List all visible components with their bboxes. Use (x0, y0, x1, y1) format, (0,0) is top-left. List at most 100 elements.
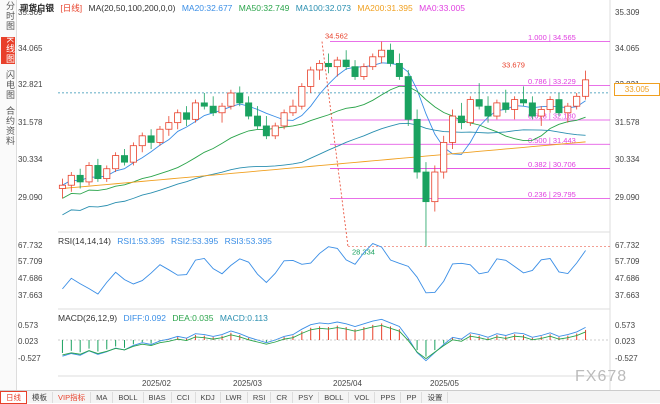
candle-body (564, 105, 572, 114)
toolbar-tab-6[interactable]: CCI (172, 391, 196, 403)
toolbar-tab-10[interactable]: CR (271, 391, 294, 403)
candle-body (378, 49, 386, 58)
period-label[interactable]: [日线] (60, 3, 83, 13)
left-sidebar: 分时图 K线图闪电图合约资料 (0, 0, 17, 390)
fib-label: 0.500 | 31.443 (528, 136, 576, 145)
toolbar-tab-16[interactable]: 设置 (422, 391, 449, 403)
candle-body (316, 62, 324, 71)
ma-settings-label[interactable]: MA(20,50,100,200,0,0) (88, 3, 176, 13)
toolbar-tab-7[interactable]: KDJ (196, 391, 221, 403)
candle-body (546, 99, 554, 110)
rsi-tick-l: 67.732 (18, 241, 43, 250)
candle-body (324, 62, 332, 68)
rsi-tick-l: 57.709 (18, 257, 43, 266)
price-tick-l: 29.090 (18, 193, 43, 202)
date-tick: 2025/03 (233, 379, 262, 388)
candle-body (502, 102, 510, 110)
ma100-value: MA100:32.073 (295, 3, 352, 13)
toolbar-tab-3[interactable]: MA (91, 391, 114, 403)
rsi-tick-l: 47.686 (18, 274, 43, 283)
ma0-value: MA0:33.005 (419, 3, 465, 13)
main-legend: 现货白银 [日线] MA(20,50,100,200,0,0) MA20:32.… (20, 2, 469, 14)
candle-body (103, 168, 111, 180)
last-high-annotation: 33.679 (502, 61, 525, 70)
macd-tick-l: 0.573 (18, 321, 39, 330)
rsi-label: RSI(14,14,14) (58, 236, 111, 246)
candle-body (218, 105, 226, 114)
ma20-line (62, 62, 586, 186)
fib-label: 0.382 | 30.706 (528, 160, 576, 169)
candle-body (342, 59, 350, 68)
fib-label: 0.618 | 32.180 (528, 112, 576, 121)
candle-body (58, 184, 66, 189)
candle-body (236, 92, 244, 104)
toolbar-tab-8[interactable]: LWR (221, 391, 248, 403)
candle-body (573, 95, 581, 107)
dea-value: DEA:0.035 (172, 313, 214, 323)
candle-body (333, 59, 341, 68)
toolbar-tab-5[interactable]: BIAS (144, 391, 172, 403)
candle-body (227, 92, 235, 107)
macd-legend: MACD(26,12,9) DIFF:0.092 DEA:0.035 MACD:… (58, 313, 272, 323)
candle-body (555, 99, 563, 114)
candle-body (519, 99, 528, 104)
price-tick-r: 29.090 (615, 193, 640, 202)
price-tick-l: 32.821 (18, 80, 43, 89)
sidebar-tab-0[interactable]: 分时图 (5, 1, 15, 31)
candle-body (191, 102, 199, 120)
date-tick: 2025/05 (430, 379, 459, 388)
candle-body (147, 135, 155, 143)
candle-body (94, 165, 102, 180)
candle-body (475, 99, 483, 107)
toolbar-tab-14[interactable]: PPS (375, 391, 402, 403)
rsi3-value: RSI3:53.395 (224, 236, 272, 246)
indicator-toolbar: 日线 模板 VIP指标 MA BOLL BIAS CCI KDJ LWR RSI CR PSY BOLL… (0, 390, 660, 404)
candle-body (289, 105, 297, 114)
candle-body (183, 112, 191, 120)
macd-tick-r: 0.023 (615, 337, 636, 346)
candle-body (271, 125, 279, 137)
rsi-tick-r: 47.686 (615, 274, 640, 283)
candle-body (422, 171, 430, 203)
ma200-value: MA200:31.395 (357, 3, 413, 13)
candle-body (395, 62, 403, 77)
toolbar-tab-15[interactable]: PP (401, 391, 423, 403)
candle-body (466, 99, 474, 124)
rsi-tick-l: 37.663 (18, 291, 43, 300)
toolbar-tab-2[interactable]: VIP指标 (53, 391, 92, 403)
toolbar-tab-1[interactable]: 模板 (27, 391, 53, 403)
rsi2-value: RSI2:53.395 (170, 236, 219, 246)
candle-body (351, 66, 359, 77)
toolbar-tab-13[interactable]: VOL (349, 391, 376, 403)
sidebar-tab-2[interactable]: 闪电图 (5, 70, 15, 101)
fib-label: 1.000 | 34.565 (528, 33, 576, 42)
low-annotation: 28.334 (352, 248, 375, 257)
candle-body (413, 118, 421, 173)
candle-body (76, 174, 84, 183)
macd-label: MACD(26,12,9) (58, 313, 118, 323)
candle-body (174, 112, 182, 124)
candle-body (138, 135, 146, 147)
ma200-line (62, 141, 586, 189)
candle-body (404, 76, 412, 120)
sidebar-tab-3[interactable]: 合约资料 (5, 106, 15, 147)
date-tick: 2025/04 (333, 379, 362, 388)
rsi-tick-r: 57.709 (615, 257, 640, 266)
diff-value: DIFF:0.092 (123, 313, 166, 323)
toolbar-tab-9[interactable]: RSI (248, 391, 272, 403)
high-annotation: 34.562 (325, 32, 348, 41)
toolbar-tab-11[interactable]: PSY (293, 391, 320, 403)
candle-body (280, 112, 288, 127)
sidebar-tab-1[interactable]: K线图 (1, 37, 15, 65)
ma100-line (62, 122, 586, 216)
candle-body (120, 155, 129, 163)
rsi-legend: RSI(14,14,14) RSI1:53.395 RSI2:53.395 RS… (58, 236, 276, 246)
toolbar-tab-12[interactable]: BOLL (319, 391, 350, 403)
toolbar-tab-4[interactable]: BOLL (113, 391, 144, 403)
candle-body (85, 165, 93, 183)
candle-body (298, 86, 306, 107)
macd-value: MACD:0.113 (219, 313, 268, 323)
fib-anchor-line (321, 41, 349, 247)
price-tick-r: 31.578 (615, 118, 640, 127)
